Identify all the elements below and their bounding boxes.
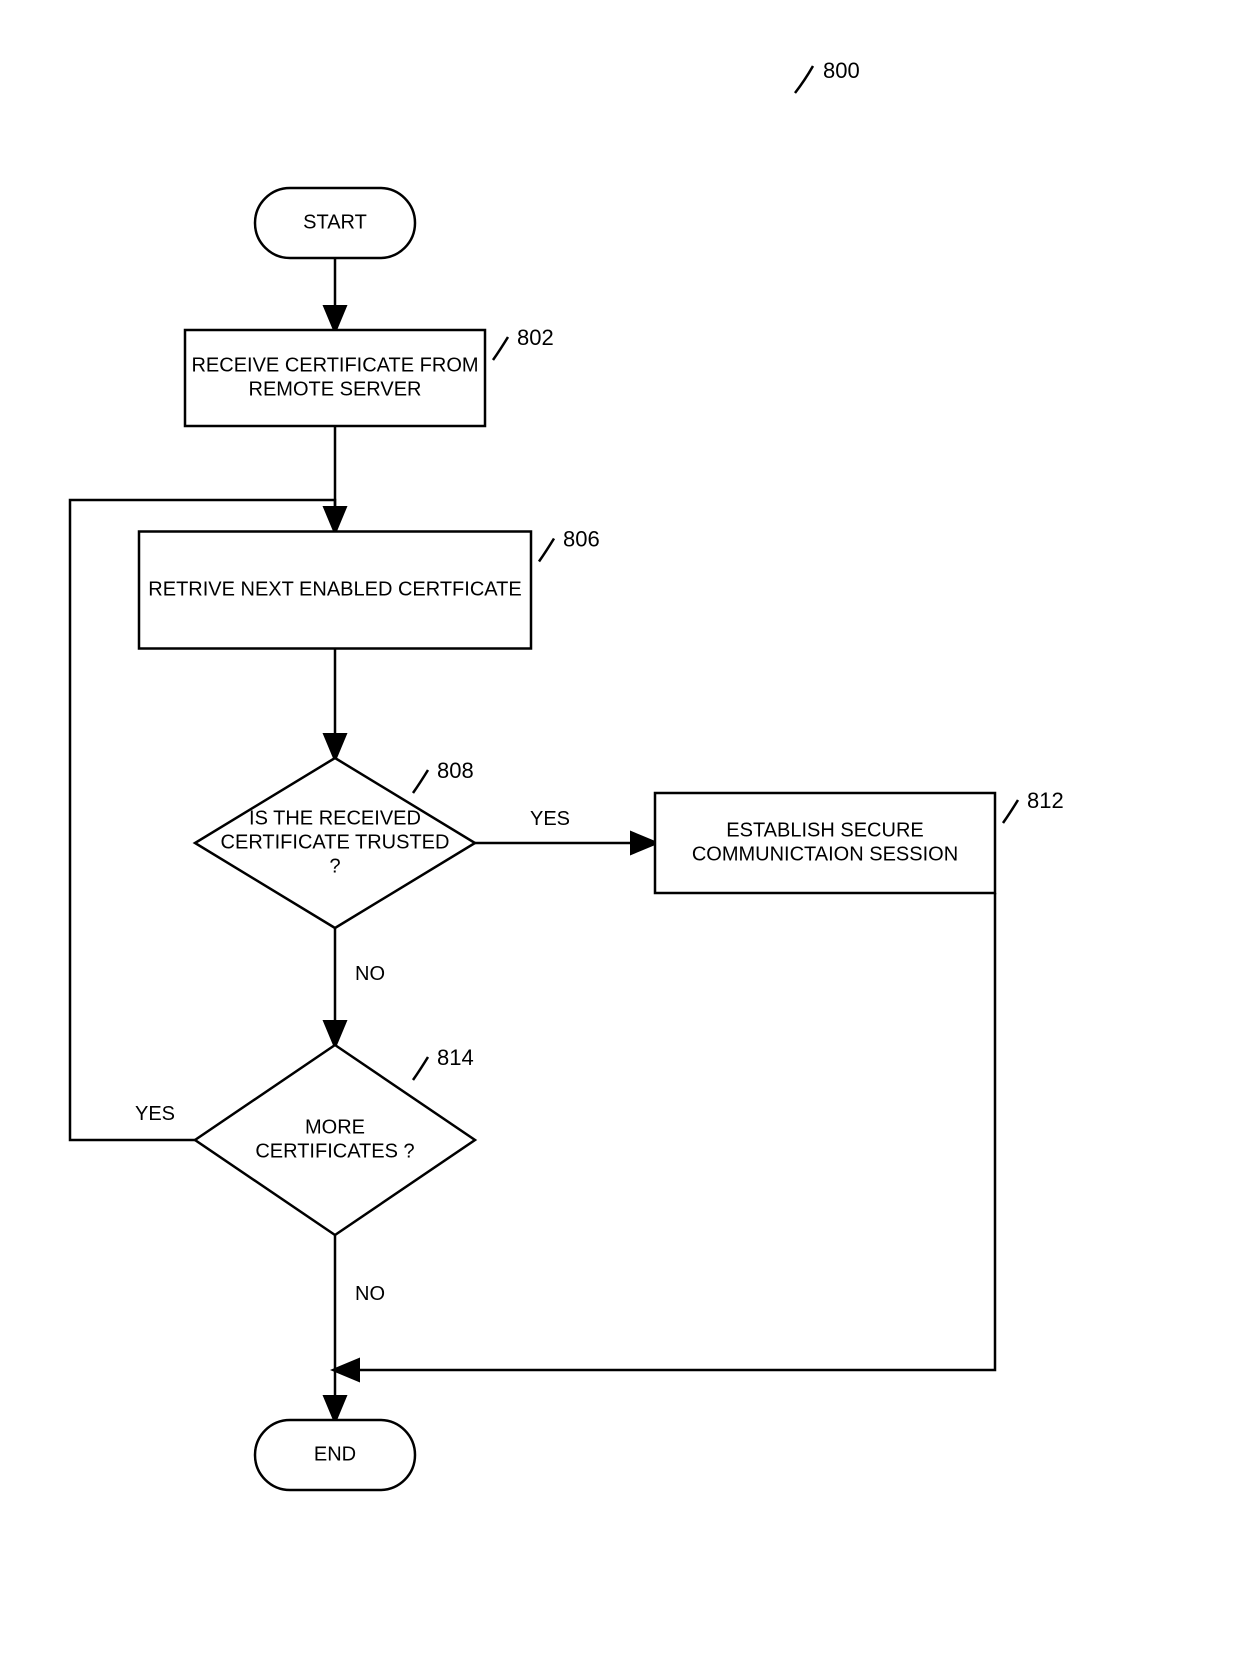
node-text-trusted: CERTIFICATE TRUSTED (221, 831, 450, 853)
edge-label-no: NO (355, 963, 385, 985)
ref-tick-808 (413, 770, 428, 793)
ref-label-806: 806 (563, 527, 600, 552)
ref-label-808: 808 (437, 758, 474, 783)
edge-label-no: NO (355, 1283, 385, 1305)
node-text-more: MORE (305, 1116, 365, 1138)
ref-tick-806 (539, 539, 554, 562)
figure-label: 800 (823, 58, 860, 83)
node-retrieve: RETRIVE NEXT ENABLED CERTFICATE (139, 532, 531, 649)
ref-tick-814 (413, 1057, 428, 1080)
node-more: MORECERTIFICATES ? (195, 1045, 475, 1235)
node-text-establish: COMMUNICTAION SESSION (692, 843, 958, 865)
node-text-trusted: ? (329, 855, 340, 877)
ref-label-812: 812 (1027, 788, 1064, 813)
node-receive: RECEIVE CERTIFICATE FROMREMOTE SERVER (185, 330, 485, 426)
node-establish: ESTABLISH SECURECOMMUNICTAION SESSION (655, 793, 995, 893)
node-text-more: CERTIFICATES ? (255, 1140, 414, 1162)
edge-label-yes: YES (135, 1103, 175, 1125)
node-end: END (255, 1420, 415, 1490)
ref-tick-802 (493, 337, 508, 360)
flowchart-svg: START RECEIVE CERTIFICATE FROMREMOTE SERV… (0, 0, 1240, 1657)
ref-label-814: 814 (437, 1045, 474, 1070)
ref-tick-812 (1003, 800, 1018, 823)
figure-tick (795, 66, 813, 93)
edge-label-yes: YES (530, 808, 570, 830)
ref-label-802: 802 (517, 325, 554, 350)
node-text-start: START (303, 211, 367, 233)
node-text-establish: ESTABLISH SECURE (726, 819, 923, 841)
node-trusted: IS THE RECEIVEDCERTIFICATE TRUSTED? (195, 758, 475, 928)
node-text-trusted: IS THE RECEIVED (249, 807, 421, 829)
node-text-retrieve: RETRIVE NEXT ENABLED CERTFICATE (148, 578, 521, 600)
node-text-receive: RECEIVE CERTIFICATE FROM (191, 354, 478, 376)
node-start: START (255, 188, 415, 258)
node-text-receive: REMOTE SERVER (249, 378, 422, 400)
node-text-end: END (314, 1443, 356, 1465)
